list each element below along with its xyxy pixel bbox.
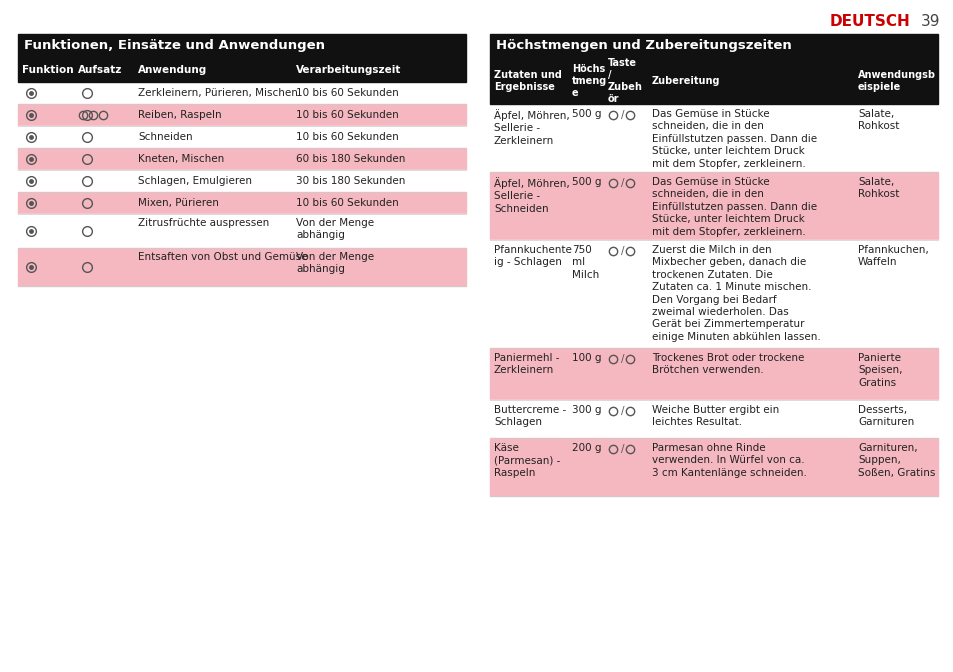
Text: Höchstmengen und Zubereitungszeiten: Höchstmengen und Zubereitungszeiten (496, 40, 791, 52)
Text: Äpfel, Möhren,
Sellerie -
Zerkleinern: Äpfel, Möhren, Sellerie - Zerkleinern (494, 109, 569, 146)
Bar (18, 248, 465, 286)
Text: Weiche Butter ergibt ein
leichtes Resultat.: Weiche Butter ergibt ein leichtes Result… (651, 405, 779, 427)
Text: Pfannkuchen,
Waffeln: Pfannkuchen, Waffeln (857, 245, 928, 267)
Text: Buttercreme -
Schlagen: Buttercreme - Schlagen (494, 405, 566, 427)
Text: Käse
(Parmesan) -
Raspeln: Käse (Parmesan) - Raspeln (494, 443, 559, 478)
Text: Garnituren,
Suppen,
Soßen, Gratins: Garnituren, Suppen, Soßen, Gratins (857, 443, 934, 478)
Bar (490, 172, 937, 240)
Text: 30 bis 180 Sekunden: 30 bis 180 Sekunden (295, 176, 405, 186)
Text: 10 bis 60 Sekunden: 10 bis 60 Sekunden (295, 132, 398, 142)
Text: Entsaften von Obst und Gemüse: Entsaften von Obst und Gemüse (138, 252, 307, 262)
Bar (18, 126, 465, 148)
Bar (490, 438, 937, 496)
Bar (490, 34, 937, 58)
Bar (490, 240, 937, 348)
Text: 10 bis 60 Sekunden: 10 bis 60 Sekunden (295, 88, 398, 98)
Text: /: / (620, 444, 624, 454)
Text: /: / (620, 178, 624, 188)
Text: 750
ml
Milch: 750 ml Milch (572, 245, 598, 280)
Text: 500 g: 500 g (572, 177, 601, 187)
Text: Das Gemüse in Stücke
schneiden, die in den
Einfüllstutzen passen. Dann die
Stück: Das Gemüse in Stücke schneiden, die in d… (651, 177, 817, 237)
Text: Salate,
Rohkost: Salate, Rohkost (857, 177, 899, 200)
Text: 60 bis 180 Sekunden: 60 bis 180 Sekunden (295, 154, 405, 164)
Text: Kneten, Mischen: Kneten, Mischen (138, 154, 224, 164)
Text: Äpfel, Möhren,
Sellerie -
Schneiden: Äpfel, Möhren, Sellerie - Schneiden (494, 177, 569, 214)
Text: Parmesan ohne Rinde
verwenden. In Würfel von ca.
3 cm Kantenlänge schneiden.: Parmesan ohne Rinde verwenden. In Würfel… (651, 443, 806, 478)
Text: 10 bis 60 Sekunden: 10 bis 60 Sekunden (295, 110, 398, 120)
Text: Paniermehl -
Zerkleinern: Paniermehl - Zerkleinern (494, 353, 558, 376)
Text: Desserts,
Garnituren: Desserts, Garnituren (857, 405, 913, 427)
Text: Zitrusfrüchte auspressen: Zitrusfrüchte auspressen (138, 218, 269, 228)
Text: 10 bis 60 Sekunden: 10 bis 60 Sekunden (295, 198, 398, 208)
Text: Salate,
Rohkost: Salate, Rohkost (857, 109, 899, 132)
Text: 39: 39 (920, 14, 939, 29)
Text: /: / (620, 406, 624, 416)
Text: Schneiden: Schneiden (138, 132, 193, 142)
Text: Funktion: Funktion (22, 65, 73, 75)
Text: Höchs
tmeng
e: Höchs tmeng e (572, 64, 607, 98)
Bar (490, 400, 937, 438)
Text: Mixen, Pürieren: Mixen, Pürieren (138, 198, 218, 208)
Text: Zuerst die Milch in den
Mixbecher geben, danach die
trockenen Zutaten. Die
Zutat: Zuerst die Milch in den Mixbecher geben,… (651, 245, 820, 342)
Bar (490, 104, 937, 172)
Text: Von der Menge
abhängig: Von der Menge abhängig (295, 218, 374, 241)
Text: Zubereitung: Zubereitung (651, 76, 720, 86)
Text: /: / (620, 110, 624, 120)
Bar (490, 348, 937, 400)
Text: Panierte
Speisen,
Gratins: Panierte Speisen, Gratins (857, 353, 902, 388)
Text: Zerkleinern, Pürieren, Mischen: Zerkleinern, Pürieren, Mischen (138, 88, 297, 98)
Text: 300 g: 300 g (572, 405, 601, 415)
Text: 100 g: 100 g (572, 353, 601, 363)
Text: Von der Menge
abhängig: Von der Menge abhängig (295, 252, 374, 274)
Text: 500 g: 500 g (572, 109, 601, 119)
Text: Aufsatz: Aufsatz (78, 65, 122, 75)
Bar (18, 192, 465, 214)
Text: Zutaten und
Ergebnisse: Zutaten und Ergebnisse (494, 70, 561, 92)
Text: Trockenes Brot oder trockene
Brötchen verwenden.: Trockenes Brot oder trockene Brötchen ve… (651, 353, 803, 376)
Text: Taste
/
Zubeh
ör: Taste / Zubeh ör (607, 58, 642, 104)
Text: Pfannkuchente
ig - Schlagen: Pfannkuchente ig - Schlagen (494, 245, 571, 267)
Bar (18, 170, 465, 192)
Text: Funktionen, Einsätze und Anwendungen: Funktionen, Einsätze und Anwendungen (24, 40, 325, 52)
Text: Anwendungsb
eispiele: Anwendungsb eispiele (857, 70, 935, 92)
Text: /: / (620, 246, 624, 256)
Text: Schlagen, Emulgieren: Schlagen, Emulgieren (138, 176, 252, 186)
Bar (18, 58, 465, 82)
Bar (490, 58, 937, 104)
Bar (18, 214, 465, 248)
Text: DEUTSCH: DEUTSCH (828, 14, 909, 29)
Text: Das Gemüse in Stücke
schneiden, die in den
Einfüllstutzen passen. Dann die
Stück: Das Gemüse in Stücke schneiden, die in d… (651, 109, 817, 169)
Bar (18, 148, 465, 170)
Bar (18, 104, 465, 126)
Text: Verarbeitungszeit: Verarbeitungszeit (295, 65, 401, 75)
Bar (18, 82, 465, 104)
Text: /: / (620, 354, 624, 364)
Text: 200 g: 200 g (572, 443, 601, 453)
Text: Anwendung: Anwendung (138, 65, 207, 75)
Bar (18, 34, 465, 58)
Text: Reiben, Raspeln: Reiben, Raspeln (138, 110, 221, 120)
